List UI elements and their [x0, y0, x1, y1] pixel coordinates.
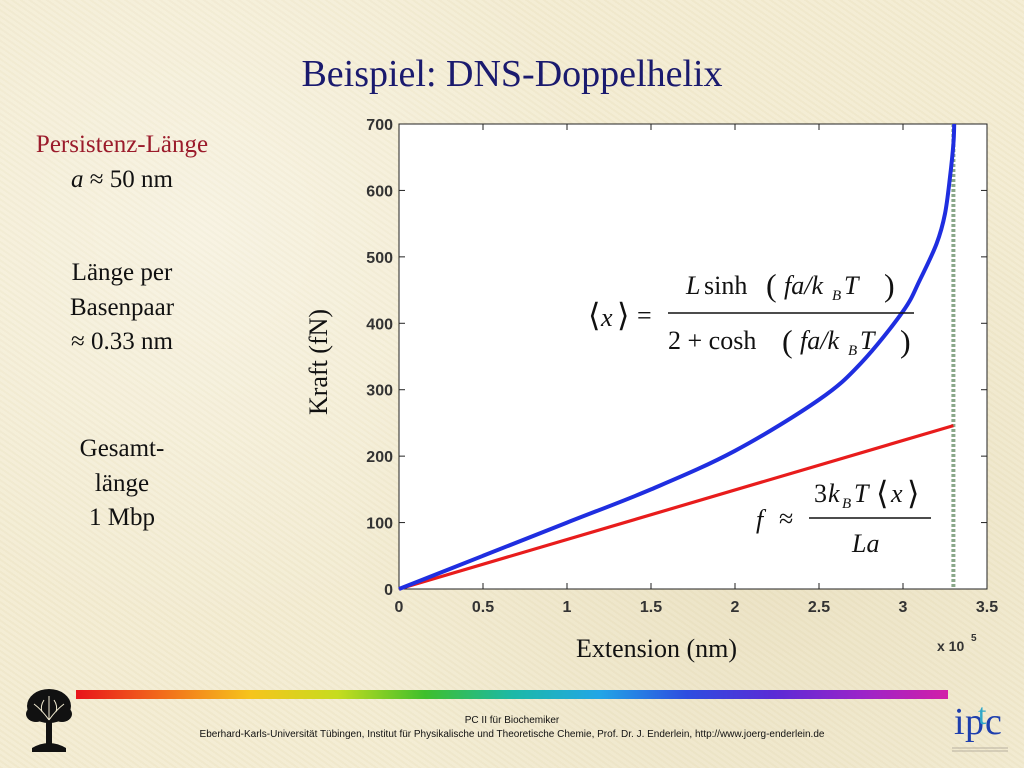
basepair-line-2: Basenpaar [69, 293, 175, 321]
footer-course: PC II für Biochemiker [464, 715, 560, 726]
svg-text:c: c [985, 701, 1002, 743]
x-multiplier-label: x 10 [937, 638, 964, 654]
y-tick-label: 300 [366, 383, 393, 400]
linear-num-3: 3 [814, 479, 827, 508]
x-tick-label: 0.5 [472, 599, 494, 616]
linear-num-bracket-open: ⟨ [876, 475, 888, 511]
wlc-num-paren-open: ( [766, 267, 777, 303]
wlc-den-T: T [860, 326, 876, 355]
x-tick-label: 3.5 [976, 599, 998, 616]
persistence-value: ≈ 50 nm [89, 165, 173, 193]
wlc-num-L: L [685, 271, 700, 300]
wlc-den-sub-B: B [848, 343, 857, 359]
wlc-num-sub-B: B [832, 288, 841, 304]
x-tick-label: 2.5 [808, 599, 830, 616]
wlc-den-arg: fa/k [800, 326, 839, 355]
wlc-lhs-x: x [600, 303, 613, 332]
y-tick-label: 400 [366, 316, 393, 333]
wlc-num-sinh: sinh [704, 271, 747, 300]
x-tick-label: 2 [731, 599, 740, 616]
wlc-num-arg: fa/k [784, 271, 823, 300]
rainbow-divider [76, 690, 948, 699]
wlc-num-T: T [844, 271, 860, 300]
y-tick-label: 500 [366, 250, 393, 267]
linear-den-La: La [851, 529, 879, 558]
basepair-length-block: Länge per Basenpaar ≈ 0.33 nm [0, 256, 244, 360]
x-multiplier-exponent: 5 [971, 633, 977, 644]
total-length-block: Gesamt- länge 1 Mbp [0, 432, 244, 536]
y-tick-label: 600 [366, 183, 393, 200]
total-line-3: 1 Mbp [89, 504, 155, 531]
wlc-lhs-bracket-close: ⟩ [617, 297, 629, 333]
slide-title: Beispiel: DNS-Doppelhelix [301, 53, 723, 95]
y-axis-label: Kraft (fN) [304, 308, 333, 416]
svg-text:p: p [965, 701, 984, 743]
svg-text:t: t [978, 698, 987, 731]
y-tick-label: 700 [366, 117, 393, 134]
x-axis-label: Extension (nm) [576, 634, 738, 663]
total-line-1: Gesamt- [79, 435, 165, 462]
x-tick-label: 3 [899, 599, 908, 616]
linear-formula: f ≈ 3 k B T ⟨ x ⟩ La [756, 475, 931, 558]
persistence-label: Persistenz-Länge [35, 131, 209, 158]
y-tick-label: 200 [366, 449, 393, 466]
wlc-den-paren-open: ( [782, 323, 793, 359]
wlc-num-paren-close: ) [884, 267, 895, 303]
linear-num-k: k [828, 479, 840, 508]
wlc-lhs-bracket-open: ⟨ [588, 297, 600, 333]
tree-logo-icon [26, 689, 72, 752]
y-tick-label: 100 [366, 516, 393, 533]
basepair-line-3: ≈ 0.33 nm [71, 328, 173, 355]
series-linear-approximation [398, 424, 954, 591]
svg-text:i: i [954, 701, 965, 743]
linear-approx: ≈ [779, 504, 793, 533]
series-wlc-curve [398, 123, 957, 591]
linear-num-T: T [854, 479, 870, 508]
x-tick-label: 1 [563, 599, 572, 616]
wlc-formula: ⟨ x ⟩ = L sinh ( fa/k B T ) 2 + cosh ( f… [588, 267, 914, 359]
total-line-2: länge [94, 469, 150, 497]
persistence-value-line: a ≈ 50 nm [0, 163, 244, 198]
linear-num-sub-B: B [842, 496, 851, 512]
wlc-equals: = [637, 301, 652, 330]
footer-institution: Eberhard-Karls-Universität Tübingen, Ins… [199, 729, 825, 740]
plot-area [398, 123, 988, 590]
y-tick-label: 0 [384, 582, 393, 599]
wlc-den-paren-close: ) [900, 323, 911, 359]
basepair-line-1: Länge per [71, 259, 173, 286]
wlc-den-2-cosh: 2 + cosh [668, 326, 756, 355]
linear-num-bracket-close: ⟩ [907, 475, 919, 511]
linear-num-x: x [890, 479, 903, 508]
persistence-length-block: Persistenz-Länge a ≈ 50 nm [0, 128, 244, 197]
linear-lhs-f: f [756, 505, 767, 534]
x-tick-label: 1.5 [640, 599, 662, 616]
ipc-logo-icon: i p t c [952, 698, 1008, 752]
x-tick-label: 0 [395, 599, 404, 616]
persistence-symbol: a [71, 165, 84, 193]
